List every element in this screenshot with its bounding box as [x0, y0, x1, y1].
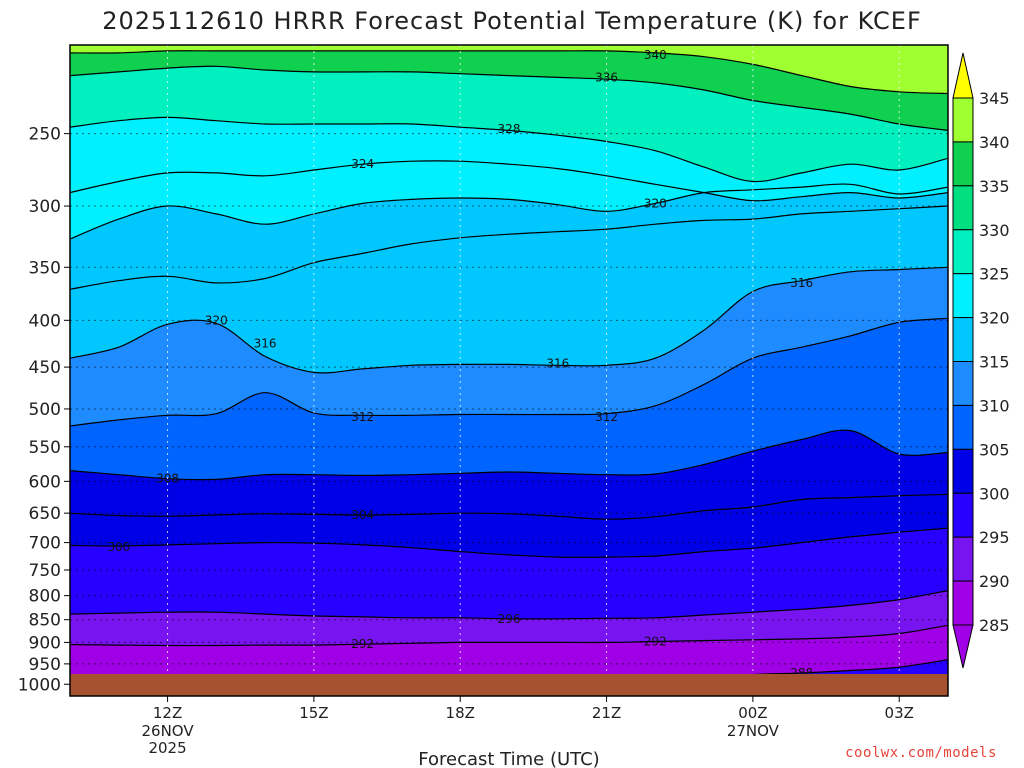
plot-area: 340 336 328 324 320 316 320 316 316 312 312 308 304 3… [70, 45, 948, 696]
y-tick-label-550: 550 [29, 438, 61, 458]
y-tick-label-500: 500 [29, 400, 61, 420]
contour-label-296: 296 [498, 612, 521, 626]
contour-label-292: 292 [351, 637, 374, 651]
x-tick-label-18Z: 18Z [446, 704, 475, 722]
colorbar-label-330: 330 [979, 221, 1010, 240]
colorbar-max-arrow [952, 52, 974, 99]
source-credit: coolwx.com/models [845, 745, 997, 761]
y-tick-label-250: 250 [29, 125, 61, 145]
colorbar-segment [952, 141, 974, 187]
contour-label-320: 320 [205, 313, 228, 327]
colorbar-label-310: 310 [979, 396, 1010, 415]
colorbar-segment [952, 536, 974, 582]
contour-296 [70, 590, 948, 620]
contour-300 [70, 527, 948, 558]
y-tick-label-800: 800 [29, 587, 61, 607]
y-tick-label-900: 900 [29, 633, 61, 653]
contour-324 [70, 160, 948, 202]
contour-label-340: 340 [644, 48, 667, 62]
contour-label-316: 316 [790, 276, 813, 290]
y-tick-label-1000: 1000 [18, 675, 61, 695]
grid-lines [70, 45, 948, 696]
contour-label-316: 316 [254, 336, 277, 350]
contour-label-316: 316 [546, 357, 569, 371]
colorbar-segment [952, 317, 974, 363]
x-tick-date-00Z: 27NOV [727, 722, 780, 740]
y-tick-label-850: 850 [29, 611, 61, 631]
x-tick-label-15Z: 15Z [299, 704, 328, 722]
contour-label-308: 308 [156, 472, 179, 486]
y-tick-label-300: 300 [29, 197, 61, 217]
y-tick-label-750: 750 [29, 561, 61, 581]
band-336 [70, 45, 948, 131]
contour-label-320: 320 [644, 196, 667, 210]
y-tick-label-450: 450 [29, 358, 61, 378]
contour-320 [70, 183, 948, 240]
colorbar-label-345: 345 [979, 89, 1010, 108]
y-tick-label-650: 650 [29, 504, 61, 524]
colorbar-segment [952, 404, 974, 450]
colorbar-segment [952, 229, 974, 275]
y-tick-label-400: 400 [29, 311, 61, 331]
band-340 [70, 45, 948, 94]
contour-label-312: 312 [351, 410, 374, 424]
contour-label-336: 336 [595, 70, 618, 84]
contour-label-292: 292 [644, 635, 667, 649]
colorbar-segment [952, 580, 974, 626]
contour-340 [70, 50, 948, 95]
contour-328 [70, 116, 948, 183]
contour-label-304: 304 [351, 508, 374, 522]
contour-316 [70, 266, 948, 374]
contour-336 [70, 65, 948, 131]
colorbar-segment [952, 448, 974, 494]
y-tick-label-350: 350 [29, 258, 61, 278]
terrain-ground [70, 674, 948, 696]
colorbar-min-arrow [952, 624, 974, 669]
contour-label-324: 324 [351, 157, 374, 171]
x-axis-title: Forecast Time (UTC) [418, 749, 599, 768]
contour-label-300: 300 [107, 540, 130, 554]
y-tick-label-700: 700 [29, 534, 61, 554]
y-tick-label-600: 600 [29, 472, 61, 492]
contour-label-312: 312 [595, 410, 618, 424]
contour-312 [70, 317, 948, 427]
colorbar-segment [952, 492, 974, 538]
colorbar-segment [952, 97, 974, 143]
x-tick-label-12Z: 12Z [153, 704, 182, 722]
contour-308 [70, 429, 948, 481]
colorbar-segment [952, 361, 974, 406]
colorbar: 345 340 335 330 325 320 315 310 305 300 295 290 285 [952, 52, 1010, 669]
contour-304 [70, 493, 948, 520]
colorbar-label-320: 320 [979, 309, 1010, 328]
shaded-bands [70, 45, 948, 690]
contour-labels: 340 336 328 324 320 316 320 316 316 312 312 308 304 3… [107, 48, 813, 690]
plot-frame [69, 44, 949, 697]
colorbar-label-335: 335 [979, 177, 1010, 196]
x-tick-date-12Z: 26NOV [141, 722, 194, 740]
y-tick-label-950: 950 [29, 655, 61, 675]
colorbar-label-300: 300 [979, 484, 1010, 503]
chart-title: 2025112610 HRRR Forecast Potential Tempe… [102, 7, 922, 35]
colorbar-label-290: 290 [979, 572, 1010, 591]
contour-316 [70, 205, 948, 290]
colorbar-label-340: 340 [979, 133, 1010, 152]
colorbar-label-285: 285 [979, 616, 1010, 635]
pressure-axis: 2503003504004505005506006507007508008509… [18, 125, 70, 695]
contour-label-328: 328 [498, 122, 521, 136]
colorbar-label-315: 315 [979, 353, 1010, 372]
x-tick-label-03Z: 03Z [885, 704, 914, 722]
colorbar-segment [952, 185, 974, 231]
colorbar-label-295: 295 [979, 528, 1010, 547]
x-tick-year-12Z: 2025 [148, 739, 186, 757]
x-tick-label-21Z: 21Z [592, 704, 621, 722]
x-tick-label-00Z: 00Z [738, 704, 767, 722]
colorbar-label-325: 325 [979, 265, 1010, 284]
colorbar-label-305: 305 [979, 440, 1010, 459]
colorbar-segment [952, 273, 974, 319]
